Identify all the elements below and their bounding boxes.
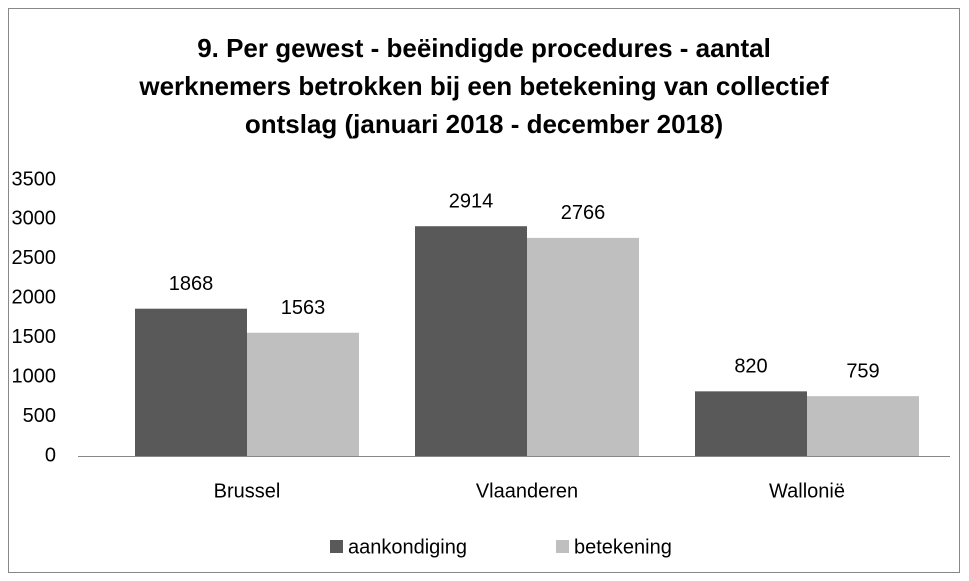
- data-label: 2766: [561, 202, 606, 224]
- data-label: 820: [734, 356, 767, 378]
- y-tick-label: 500: [23, 405, 56, 427]
- x-tick-label: Wallonië: [769, 480, 845, 502]
- data-label: 2914: [449, 190, 494, 212]
- x-tick-label: Brussel: [214, 480, 281, 502]
- chart-title: werknemers betrokken bij een betekening …: [138, 71, 829, 101]
- x-tick-label: Vlaanderen: [476, 480, 578, 502]
- y-tick-label: 1500: [12, 326, 57, 348]
- y-tick-label: 0: [45, 444, 56, 466]
- y-tick-label: 2500: [12, 247, 57, 269]
- data-label: 759: [846, 360, 879, 382]
- y-tick-label: 3500: [12, 168, 57, 190]
- bar: [527, 237, 639, 456]
- bar: [135, 308, 247, 456]
- legend-swatch: [556, 540, 569, 553]
- bar: [247, 332, 359, 456]
- bar: [807, 396, 919, 456]
- bar: [695, 391, 807, 456]
- chart-title: ontslag (januari 2018 - december 2018): [245, 109, 723, 139]
- data-label: 1868: [169, 273, 214, 295]
- chart-title: 9. Per gewest - beëindigde procedures - …: [197, 33, 771, 63]
- legend-swatch: [330, 540, 343, 553]
- y-tick-label: 3000: [12, 208, 57, 230]
- bar: [415, 226, 527, 456]
- legend-label: aankondiging: [348, 536, 467, 558]
- y-tick-label: 2000: [12, 287, 57, 309]
- y-tick-label: 1000: [12, 365, 57, 387]
- legend-label: betekening: [574, 536, 672, 558]
- data-label: 1563: [281, 297, 326, 319]
